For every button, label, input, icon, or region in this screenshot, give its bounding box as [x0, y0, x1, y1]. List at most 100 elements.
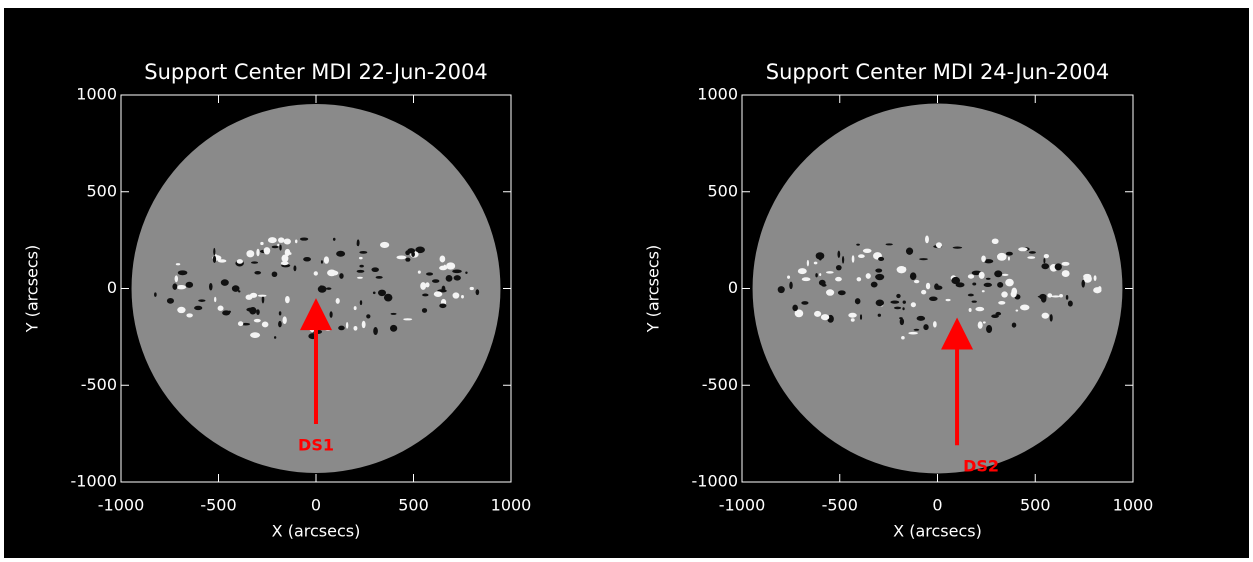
- y-tick-label: 1000: [76, 85, 117, 104]
- magnetic-patch: [194, 306, 202, 310]
- magnetic-patch: [929, 297, 938, 302]
- magnetic-patch: [357, 243, 359, 246]
- magnetic-patch: [1094, 275, 1097, 281]
- magnetic-patch: [254, 271, 261, 275]
- magnetic-patch: [246, 294, 253, 299]
- y-tick-label: 500: [86, 181, 117, 200]
- y-tick-label: 0: [107, 278, 117, 297]
- magnetic-patch: [186, 313, 192, 317]
- magnetic-patch: [816, 252, 825, 259]
- magnetic-patch: [324, 256, 329, 263]
- magnetic-patch: [972, 282, 976, 285]
- magnetic-patch: [983, 321, 986, 323]
- magnetic-patch: [362, 321, 366, 328]
- magnetic-patch: [934, 283, 939, 290]
- magnetic-patch: [177, 307, 185, 313]
- magnetic-patch: [876, 300, 884, 307]
- magnetic-patch: [857, 277, 862, 281]
- magnetic-patch: [863, 249, 872, 253]
- magnetic-patch: [997, 282, 1003, 288]
- magnetic-patch: [798, 268, 807, 274]
- magnetic-patch: [995, 312, 1001, 316]
- magnetic-patch: [778, 286, 785, 293]
- y-tick-label: 500: [707, 181, 738, 200]
- magnetic-patch: [819, 280, 826, 286]
- magnetic-patch: [336, 298, 340, 304]
- magnetic-patch: [329, 271, 338, 276]
- magnetic-patch: [856, 244, 860, 246]
- x-tick-label: -500: [822, 496, 858, 515]
- magnetic-patch: [354, 306, 357, 310]
- magnetic-patch: [213, 248, 215, 255]
- magnetic-patch: [1012, 323, 1017, 328]
- magnetic-patch: [465, 272, 467, 274]
- magnetic-patch: [264, 247, 271, 254]
- magnetic-patch: [972, 300, 977, 302]
- chart-title: Support Center MDI 22-Jun-2004: [144, 60, 488, 84]
- magnetic-patch: [214, 297, 216, 302]
- magnetic-patch: [439, 303, 446, 308]
- magnetic-patch: [1043, 258, 1045, 263]
- magnetic-patch: [426, 272, 433, 275]
- x-tick-label: -1000: [98, 496, 145, 515]
- magnetic-patch: [440, 255, 446, 262]
- magnetic-patch: [997, 253, 1007, 261]
- magnetic-patch: [176, 263, 180, 265]
- magnetic-patch: [360, 300, 362, 305]
- magnetic-patch: [279, 245, 281, 251]
- magnetic-patch: [807, 260, 809, 266]
- magnetic-patch: [1020, 304, 1029, 310]
- magnetic-patch: [256, 309, 260, 315]
- magnetic-patch: [1047, 293, 1052, 297]
- magnetic-patch: [1006, 252, 1013, 256]
- magnetic-patch: [357, 277, 363, 279]
- magnetic-patch: [246, 250, 254, 257]
- magnetic-patch: [186, 282, 194, 288]
- magnetic-patch: [1042, 313, 1049, 319]
- magnetic-patch: [366, 314, 370, 318]
- magnetic-patch: [792, 305, 798, 311]
- magnetic-patch: [926, 283, 930, 290]
- magnetic-patch: [439, 266, 447, 271]
- magnetic-patch: [1062, 262, 1070, 266]
- magnetic-patch: [407, 248, 415, 253]
- magnetic-patch: [1038, 296, 1045, 298]
- magnetic-patch: [978, 321, 983, 328]
- magnetic-patch: [359, 257, 363, 259]
- magnetic-patch: [1027, 256, 1035, 259]
- magnetic-patch: [1083, 274, 1091, 279]
- magnetic-patch: [1044, 254, 1049, 258]
- magnetic-patch: [902, 307, 904, 310]
- x-tick-label: 500: [1020, 496, 1051, 515]
- y-tick-label: -1000: [692, 472, 739, 491]
- magnetic-patch: [282, 316, 286, 324]
- magnetic-patch: [446, 275, 453, 282]
- magnetic-patch: [432, 279, 439, 283]
- magnetic-patch: [1051, 295, 1060, 297]
- y-tick-label: -500: [702, 375, 738, 394]
- magnetic-patch: [262, 322, 269, 328]
- magnetic-patch: [177, 285, 187, 289]
- magnetic-patch: [814, 311, 821, 317]
- x-tick-label: 1000: [1113, 496, 1154, 515]
- magnetic-patch: [357, 270, 365, 273]
- magnetic-patch: [403, 318, 412, 320]
- magnetic-patch: [901, 336, 905, 340]
- magnetic-patch: [986, 278, 991, 280]
- magnetic-patch: [333, 238, 336, 241]
- magnetic-patch: [968, 294, 974, 297]
- magnetic-patch: [819, 273, 821, 276]
- magnetic-patch: [789, 282, 792, 289]
- magnetic-patch: [250, 332, 260, 338]
- magnetic-patch: [1001, 291, 1008, 297]
- magnetic-patch: [992, 238, 999, 244]
- magnetic-patch: [175, 275, 178, 282]
- magnetic-patch: [378, 290, 386, 297]
- magnetic-patch: [855, 298, 861, 304]
- magnetic-patch: [1050, 314, 1053, 321]
- magnetic-patch: [314, 271, 318, 275]
- magnetic-patch: [405, 258, 410, 262]
- magnetic-patch: [914, 329, 920, 331]
- magnetic-patch: [787, 275, 790, 278]
- magnetic-patch: [814, 262, 818, 265]
